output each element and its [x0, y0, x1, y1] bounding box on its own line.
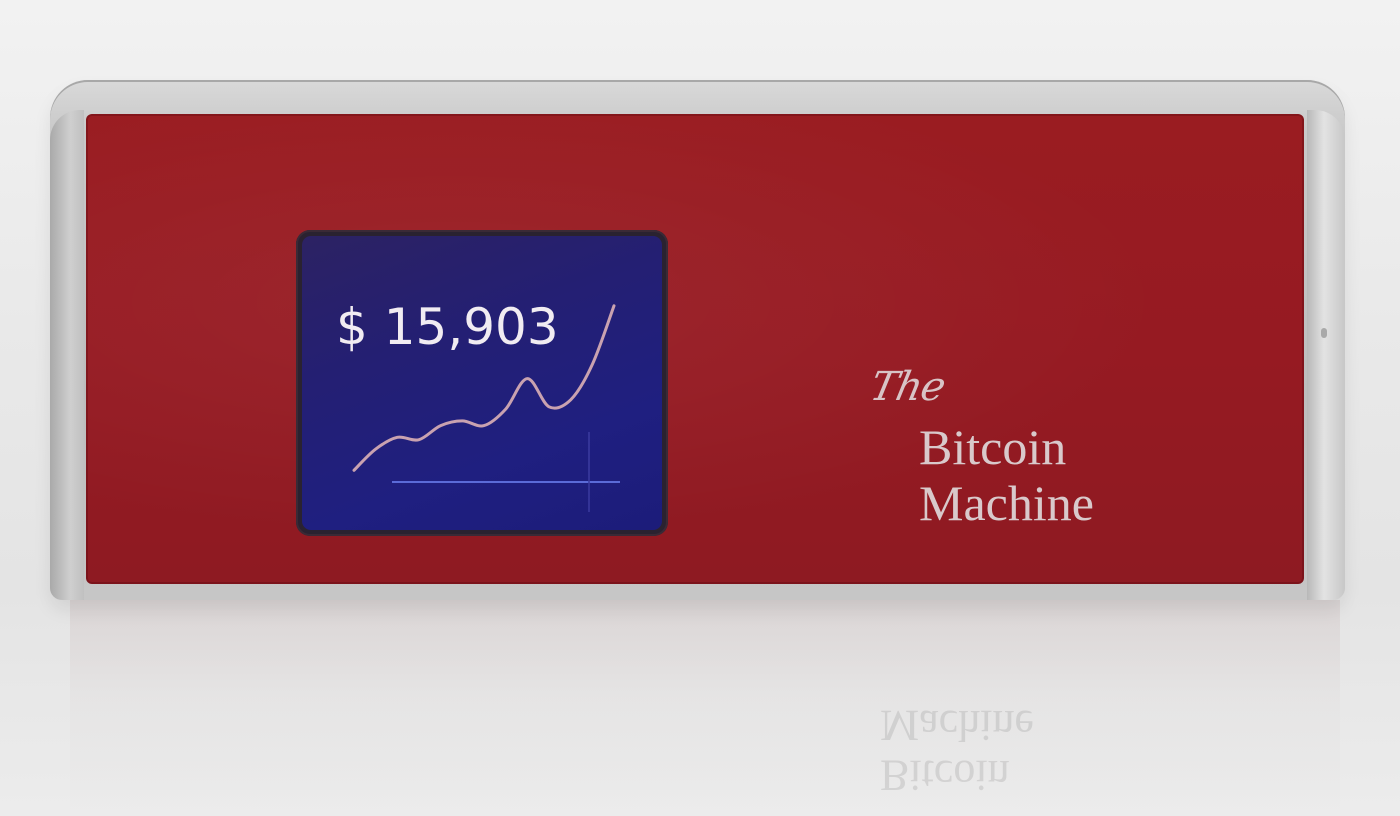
front-panel: $ 15,903 The Bitcoin Machine [86, 114, 1304, 584]
logo-reflection: Bitcoin Machine [880, 700, 1120, 800]
table-reflection [70, 600, 1340, 816]
logo-reflection-line2: Machine [880, 701, 1034, 750]
price-chart [352, 304, 620, 512]
logo-the-script: The [866, 364, 950, 410]
bitcoin-machine-device: $ 15,903 The Bitcoin Machine [50, 80, 1345, 600]
bitcoin-price: $ 15,903 [336, 298, 559, 356]
display-screen[interactable]: $ 15,903 [302, 236, 662, 530]
logo-bitcoin: Bitcoin [919, 419, 1067, 475]
logo-machine: Machine [919, 475, 1094, 531]
screen-bezel: $ 15,903 [296, 230, 668, 536]
logo-reflection-line1: Bitcoin [880, 751, 1010, 800]
device-side-right [1307, 110, 1345, 600]
device-side-left [50, 110, 84, 600]
chart-series-line [352, 304, 616, 472]
side-button[interactable] [1321, 328, 1327, 338]
brand-logo: The Bitcoin Machine [866, 364, 1201, 564]
